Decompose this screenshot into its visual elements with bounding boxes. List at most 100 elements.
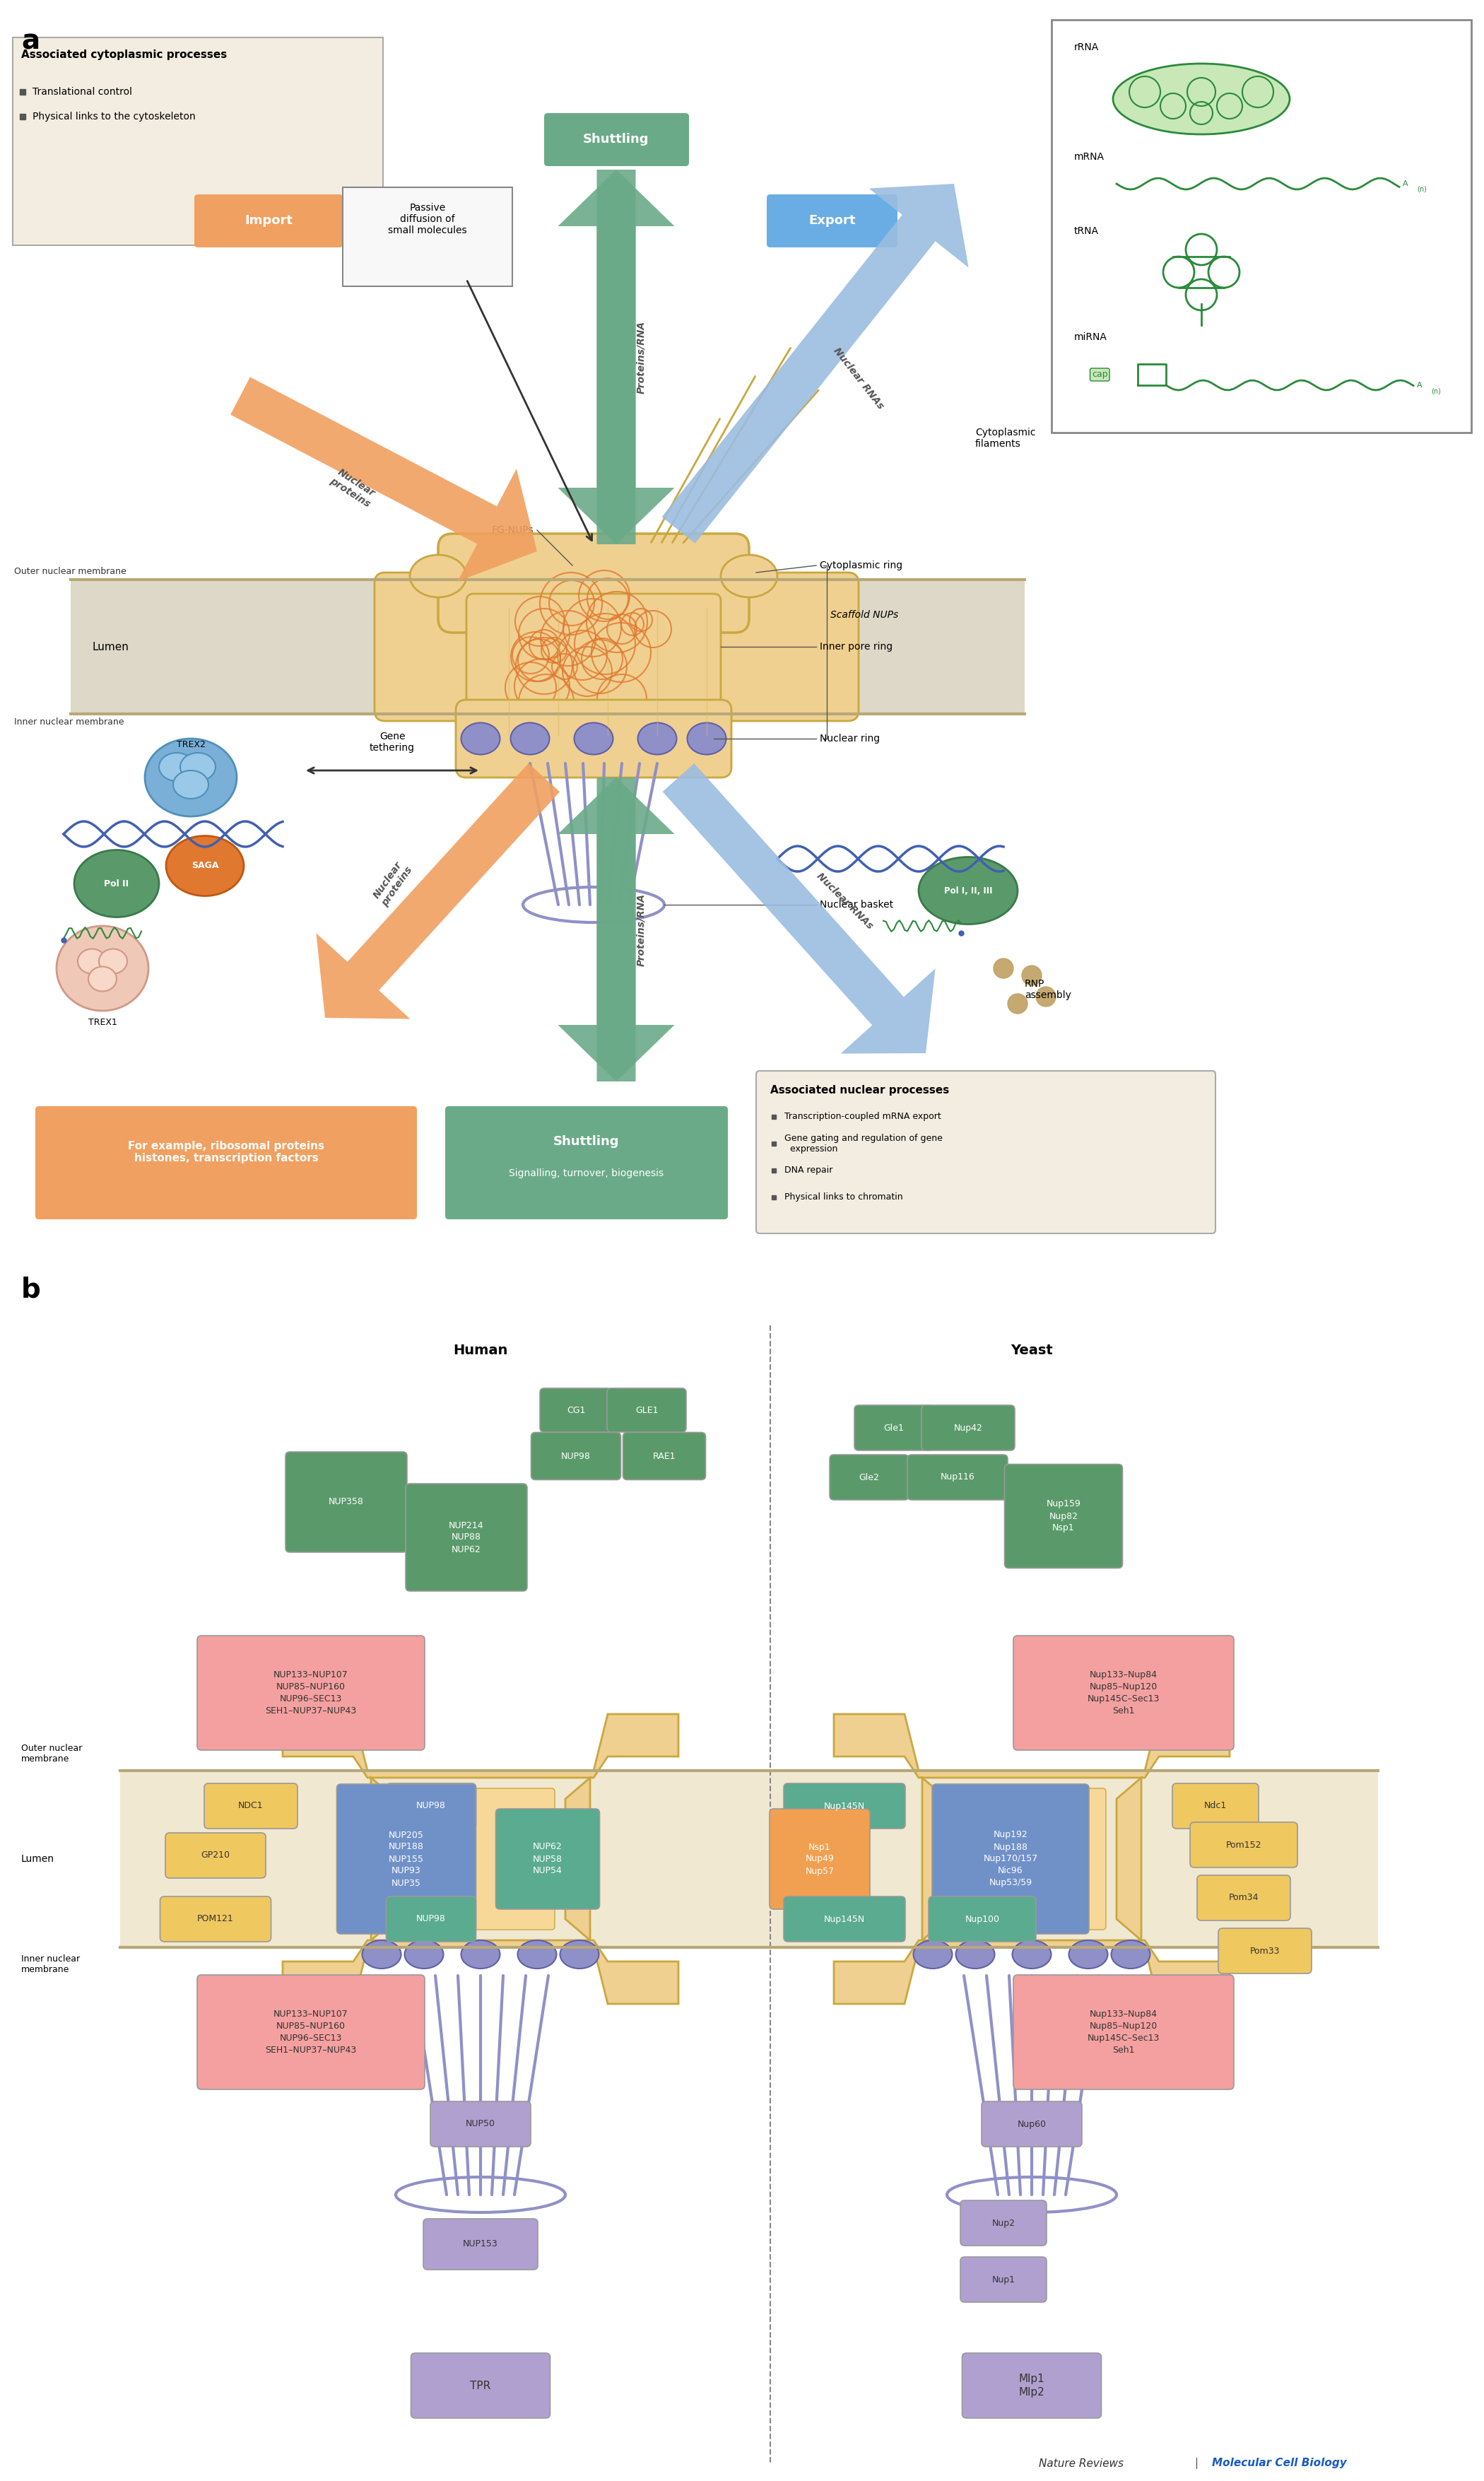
Text: Outer nuclear
membrane: Outer nuclear membrane: [21, 1744, 82, 1764]
Text: RAE1: RAE1: [653, 1451, 675, 1461]
FancyBboxPatch shape: [1005, 1464, 1122, 1568]
Text: Associated nuclear processes: Associated nuclear processes: [770, 1084, 950, 1097]
Text: Cytoplasmic
filaments: Cytoplasmic filaments: [975, 427, 1036, 449]
FancyBboxPatch shape: [1014, 1975, 1233, 2089]
FancyBboxPatch shape: [1014, 1635, 1233, 1749]
FancyBboxPatch shape: [205, 1784, 297, 1828]
Ellipse shape: [919, 856, 1018, 925]
Text: DNA repair: DNA repair: [785, 1166, 833, 1176]
Circle shape: [994, 958, 1014, 978]
Text: Translational control: Translational control: [33, 87, 132, 97]
FancyBboxPatch shape: [343, 186, 512, 285]
Text: Shuttling: Shuttling: [583, 134, 650, 146]
Text: (n): (n): [1417, 186, 1426, 194]
Ellipse shape: [74, 851, 159, 918]
Text: Transcription-coupled mRNA export: Transcription-coupled mRNA export: [785, 1111, 941, 1121]
Text: Nup42: Nup42: [954, 1424, 982, 1432]
Ellipse shape: [687, 722, 726, 754]
Text: Pol II: Pol II: [104, 878, 129, 888]
Text: NUP153: NUP153: [463, 2240, 499, 2248]
Text: NUP98: NUP98: [417, 1801, 445, 1811]
FancyBboxPatch shape: [531, 1432, 620, 1479]
FancyBboxPatch shape: [855, 1404, 933, 1451]
Ellipse shape: [1068, 1940, 1107, 1967]
Circle shape: [1036, 987, 1055, 1007]
FancyBboxPatch shape: [374, 573, 537, 722]
FancyBboxPatch shape: [1198, 1876, 1291, 1920]
Text: Nuclear basket: Nuclear basket: [819, 901, 893, 911]
Text: Physical links to the cytoskeleton: Physical links to the cytoskeleton: [33, 112, 196, 122]
Text: TREX2: TREX2: [177, 739, 205, 749]
Polygon shape: [558, 169, 675, 543]
FancyBboxPatch shape: [160, 1895, 272, 1943]
FancyBboxPatch shape: [386, 1895, 476, 1943]
Polygon shape: [558, 777, 675, 1082]
Polygon shape: [922, 1779, 947, 1940]
Polygon shape: [834, 1940, 1230, 2005]
Text: A: A: [1417, 382, 1422, 390]
Text: Shuttling: Shuttling: [554, 1136, 620, 1149]
Text: Inner pore ring: Inner pore ring: [819, 643, 892, 653]
FancyBboxPatch shape: [496, 1809, 600, 1910]
FancyBboxPatch shape: [540, 1389, 611, 1432]
FancyBboxPatch shape: [1190, 1821, 1297, 1868]
Ellipse shape: [721, 556, 778, 598]
Text: A: A: [1402, 181, 1408, 186]
Text: Nuclear
proteins: Nuclear proteins: [371, 858, 414, 908]
Text: GP210: GP210: [200, 1851, 230, 1861]
FancyBboxPatch shape: [922, 1404, 1015, 1451]
Text: Nup145N: Nup145N: [824, 1801, 865, 1811]
Text: Nup192
Nup188
Nup170/157
Nic96
Nup53/59: Nup192 Nup188 Nup170/157 Nic96 Nup53/59: [984, 1831, 1037, 1888]
Text: rRNA: rRNA: [1074, 42, 1100, 52]
Text: NUP358: NUP358: [328, 1499, 364, 1506]
FancyBboxPatch shape: [466, 593, 721, 749]
Ellipse shape: [638, 722, 677, 754]
Text: Human: Human: [453, 1342, 508, 1357]
Ellipse shape: [56, 925, 148, 1010]
FancyBboxPatch shape: [411, 2352, 551, 2419]
Text: Lumen: Lumen: [21, 1853, 55, 1863]
Text: (n): (n): [1431, 387, 1441, 394]
Text: Ndc1: Ndc1: [1204, 1801, 1227, 1811]
Polygon shape: [230, 377, 537, 581]
Text: NUP50: NUP50: [466, 2119, 496, 2129]
FancyBboxPatch shape: [770, 1809, 870, 1910]
Text: NUP62
NUP58
NUP54: NUP62 NUP58 NUP54: [533, 1843, 562, 1876]
Text: SAGA: SAGA: [191, 861, 218, 871]
Text: Nup2: Nup2: [991, 2218, 1015, 2228]
Ellipse shape: [405, 1940, 444, 1967]
Text: Proteins/RNA: Proteins/RNA: [637, 320, 646, 394]
Text: POM121: POM121: [197, 1915, 234, 1923]
Text: Nsp1
Nup49
Nup57: Nsp1 Nup49 Nup57: [806, 1843, 834, 1876]
Ellipse shape: [1112, 1940, 1150, 1967]
Polygon shape: [663, 764, 935, 1054]
Ellipse shape: [174, 772, 208, 799]
FancyBboxPatch shape: [445, 1107, 727, 1218]
Text: NDC1: NDC1: [239, 1801, 264, 1811]
Polygon shape: [71, 581, 1024, 715]
Ellipse shape: [518, 1940, 556, 1967]
FancyBboxPatch shape: [757, 1072, 1215, 1233]
FancyBboxPatch shape: [545, 114, 689, 166]
Text: NUP214
NUP88
NUP62: NUP214 NUP88 NUP62: [448, 1521, 484, 1553]
Text: a: a: [21, 27, 40, 55]
Text: Gle2: Gle2: [859, 1474, 880, 1481]
FancyBboxPatch shape: [784, 1895, 905, 1943]
Text: Nup116: Nup116: [941, 1474, 975, 1481]
Text: Gle1: Gle1: [884, 1424, 904, 1432]
Polygon shape: [565, 1779, 591, 1940]
FancyBboxPatch shape: [423, 2218, 537, 2270]
Polygon shape: [120, 1771, 1379, 1948]
FancyBboxPatch shape: [907, 1454, 1008, 1501]
Text: Nup159
Nup82
Nsp1: Nup159 Nup82 Nsp1: [1046, 1499, 1080, 1533]
FancyBboxPatch shape: [1172, 1784, 1258, 1828]
Ellipse shape: [462, 722, 500, 754]
Text: FG-NUPs: FG-NUPs: [491, 526, 534, 536]
Text: Nup133–Nup84
Nup85–Nup120
Nup145C–Sec13
Seh1: Nup133–Nup84 Nup85–Nup120 Nup145C–Sec13 …: [1088, 2010, 1160, 2054]
Text: b: b: [21, 1275, 42, 1303]
Polygon shape: [558, 777, 675, 1082]
Text: mRNA: mRNA: [1074, 151, 1104, 161]
FancyBboxPatch shape: [456, 700, 732, 777]
Text: Scaffold NUPs: Scaffold NUPs: [831, 610, 898, 620]
FancyBboxPatch shape: [767, 194, 898, 248]
